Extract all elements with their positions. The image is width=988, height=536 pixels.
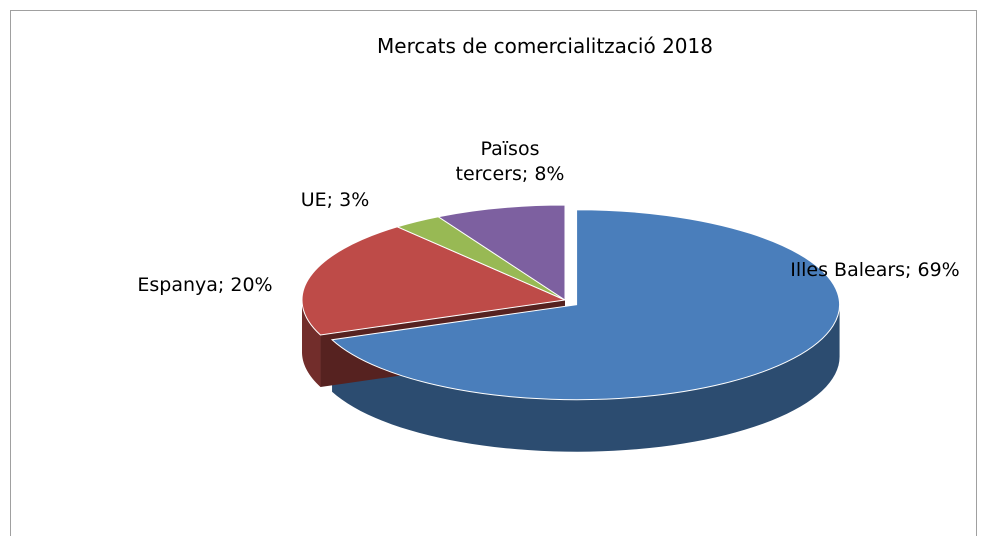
slice-side xyxy=(302,300,321,387)
data-label: Països tercers; 8% xyxy=(455,138,565,185)
data-label: Espanya; 20% xyxy=(137,274,273,296)
data-label: UE; 3% xyxy=(300,189,370,211)
chart-title: Mercats de comercialització 2018 xyxy=(377,34,713,58)
data-label: Illes Balears; 69% xyxy=(790,259,960,281)
slice xyxy=(437,204,566,301)
slice-side xyxy=(332,304,840,452)
slice xyxy=(330,209,841,401)
pie xyxy=(301,204,841,452)
slice xyxy=(301,226,567,336)
